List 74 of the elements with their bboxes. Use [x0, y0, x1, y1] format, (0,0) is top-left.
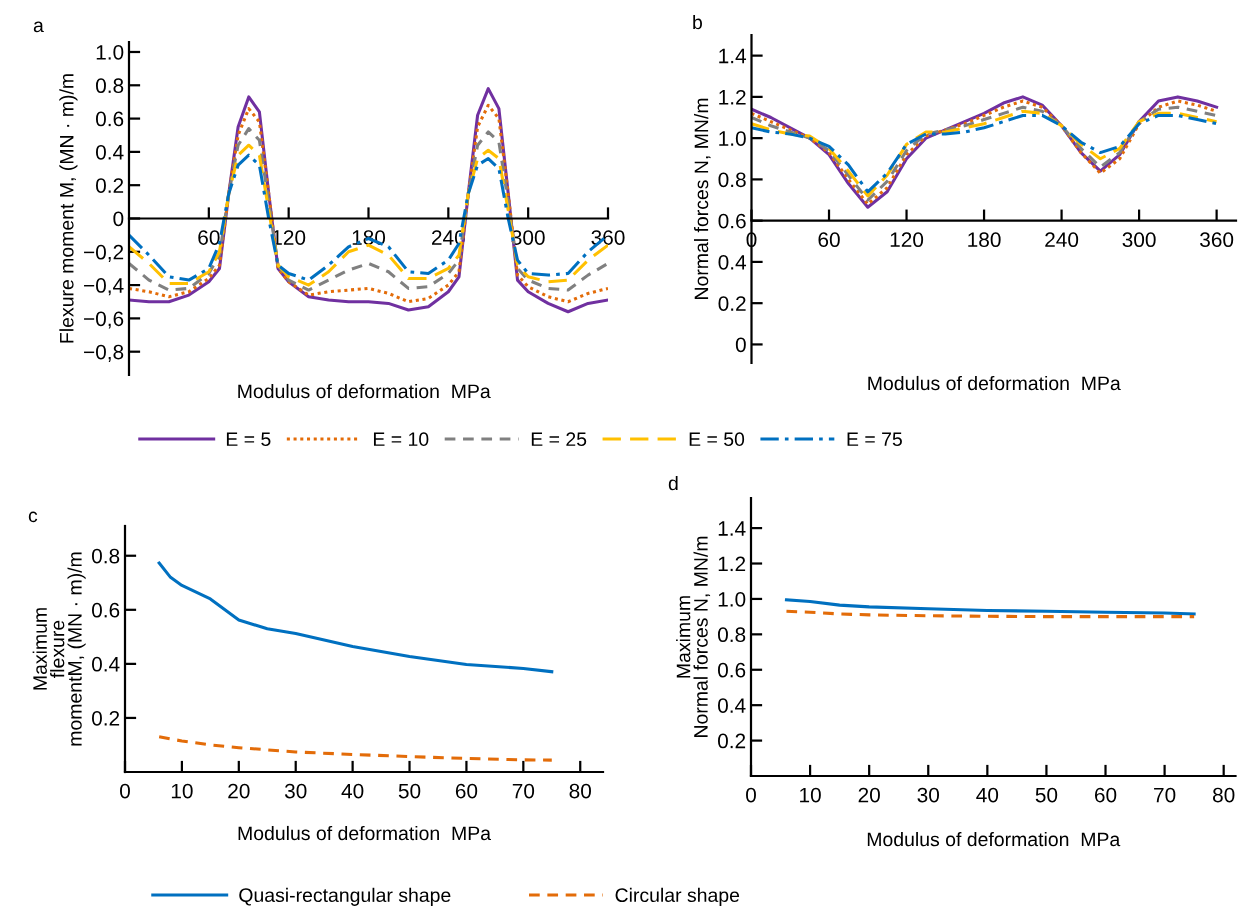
x-tick-label: 60	[455, 783, 478, 799]
y-axis-title: Maximum flexure momentM, (MN · m)/m	[32, 552, 86, 746]
x-tick-label: 40	[976, 787, 999, 803]
x-tick-label: 300	[1122, 232, 1156, 248]
x-tick-label: 360	[1200, 232, 1234, 248]
x-tick-label: 50	[398, 783, 421, 799]
x-axis-title: Modulus of deformation MPa	[867, 831, 1121, 847]
legend-label: Quasi-rectangular shape	[239, 887, 451, 906]
y-tick-label: 0.8	[718, 172, 746, 188]
y-tick-label: 0	[113, 211, 124, 227]
y-tick-label: 1.4	[718, 521, 746, 536]
legend-label: Circular shape	[615, 887, 740, 906]
y-axis-title: Normal forces N, MN/m	[694, 98, 711, 299]
chart-title: a	[33, 21, 44, 33]
chart-title: c	[28, 511, 38, 523]
y-tick-label: 0.2	[718, 296, 746, 311]
y-tick-label: 1.2	[718, 556, 746, 572]
y-axis-title: Maximum Normal forces N, MN/m	[676, 536, 711, 737]
x-axis-title: Modulus of deformation MPa	[868, 375, 1121, 391]
y-tick-label: 0.6	[95, 111, 124, 127]
y-tick-label: 0.8	[91, 548, 120, 564]
x-tick-label: 240	[1045, 232, 1079, 248]
y-axis-title: Flexure moment M, (MN · m)/m	[59, 74, 78, 343]
y-tick-label: 0.2	[717, 733, 746, 749]
x-tick-label: 70	[512, 783, 535, 799]
chart-title: b	[693, 14, 702, 30]
x-tick-label: 20	[858, 787, 880, 803]
y-tick-label: 1.0	[96, 44, 124, 60]
y-tick-label: −0,6	[84, 311, 124, 329]
line-series	[157, 735, 554, 762]
legend-label: E = 25	[531, 432, 587, 447]
x-axis-title: Modulus of deformation MPa	[238, 383, 491, 399]
x-tick-label: 50	[1035, 787, 1058, 803]
y-tick-label: 0.2	[91, 710, 120, 726]
line-series	[784, 598, 1196, 616]
x-tick-label: 80	[1213, 787, 1235, 803]
legend-label: E = 5	[226, 432, 271, 447]
x-tick-label: 20	[228, 783, 250, 799]
legend-label: E = 10	[373, 432, 429, 447]
y-tick-label: 0.6	[718, 213, 746, 229]
y-tick-label: 0.4	[718, 254, 747, 270]
x-tick-label: 60	[1094, 787, 1117, 803]
x-tick-label: 70	[1154, 787, 1176, 803]
y-tick-label: −0,4	[84, 278, 124, 296]
x-tick-label: 180	[968, 232, 1001, 248]
x-tick-label: 30	[284, 783, 307, 799]
y-tick-label: 1.0	[719, 131, 746, 146]
y-tick-label: 0.4	[717, 698, 746, 713]
x-tick-label: 120	[890, 232, 924, 248]
y-tick-label: 0.2	[95, 178, 124, 193]
y-tick-label: −0,2	[84, 244, 124, 262]
x-tick-label: 40	[341, 783, 364, 799]
y-tick-label: 0.6	[91, 602, 120, 618]
y-tick-label: 0	[735, 337, 746, 353]
y-tick-label: 0.8	[717, 627, 746, 643]
x-tick-label: 10	[800, 787, 821, 803]
y-tick-label: 0.4	[95, 144, 124, 160]
x-tick-label: 60	[198, 230, 220, 245]
line-series	[157, 561, 554, 674]
x-tick-label: 80	[569, 783, 592, 799]
x-tick-label: 60	[818, 232, 840, 248]
y-tick-label: 0.4	[91, 656, 120, 672]
y-tick-label: 1.2	[719, 89, 746, 105]
x-tick-label: 30	[917, 787, 940, 803]
legend-label: E = 50	[689, 432, 745, 447]
y-tick-label: 0.6	[717, 662, 746, 678]
x-axis-title: Modulus of deformation MPa	[238, 825, 491, 841]
y-tick-label: 0.8	[95, 78, 124, 94]
x-tick-label: 10	[171, 783, 193, 799]
y-tick-label: −0,8	[84, 344, 124, 362]
chart-title: d	[668, 475, 678, 491]
y-tick-label: 1.0	[718, 591, 746, 607]
y-tick-label: 1.4	[719, 48, 747, 64]
legend-label: E = 75	[847, 432, 902, 447]
